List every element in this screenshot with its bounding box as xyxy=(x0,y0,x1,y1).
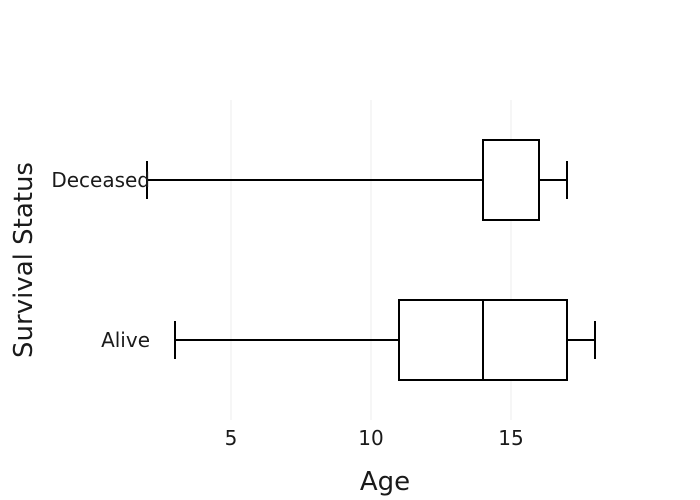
box-deceased xyxy=(146,139,568,221)
x-tick-labels: 5 10 15 xyxy=(225,426,524,450)
box-alive xyxy=(174,299,596,381)
category-label-alive: Alive xyxy=(101,328,150,352)
x-tick-label: 5 xyxy=(225,426,238,450)
x-tick-label: 10 xyxy=(358,426,383,450)
y-axis-title: Survival Status xyxy=(9,162,39,358)
x-tick-label: 15 xyxy=(498,426,523,450)
iqr-box xyxy=(482,139,540,221)
boxes xyxy=(146,139,596,381)
category-label-deceased: Deceased xyxy=(51,168,150,192)
x-axis-title: Age xyxy=(360,467,410,497)
y-category-labels: Deceased Alive xyxy=(51,168,150,352)
